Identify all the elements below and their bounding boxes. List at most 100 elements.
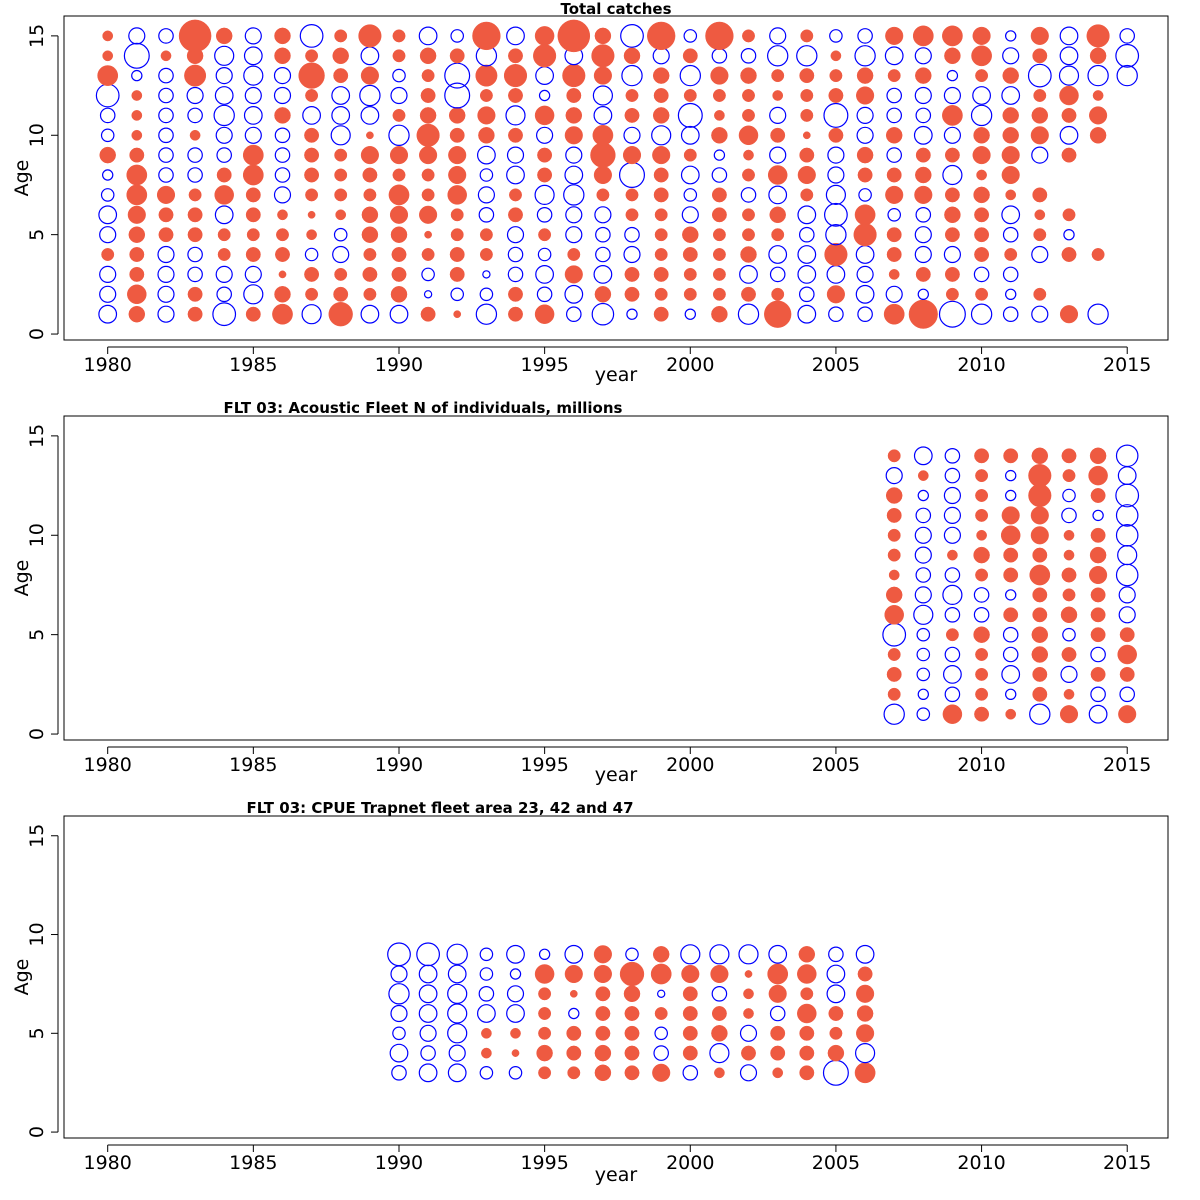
- negative-residual-bubble: [1088, 704, 1108, 724]
- positive-residual-bubble: [853, 223, 877, 247]
- negative-residual-bubble: [1005, 688, 1017, 701]
- negative-residual-bubble: [1059, 26, 1079, 46]
- panel-1-title: Total catches: [560, 0, 671, 18]
- negative-residual-bubble: [390, 965, 408, 983]
- negative-residual-bubble: [914, 526, 932, 544]
- negative-residual-bubble: [535, 265, 554, 284]
- negative-residual-bubble: [856, 106, 874, 125]
- negative-residual-bubble: [768, 185, 788, 205]
- positive-residual-bubble: [772, 90, 784, 101]
- positive-residual-bubble: [768, 984, 787, 1003]
- negative-residual-bubble: [392, 68, 406, 83]
- positive-residual-bubble: [419, 146, 438, 165]
- positive-residual-bubble: [449, 127, 465, 143]
- panel-3-ylabel: Age: [11, 959, 33, 996]
- positive-residual-bubble: [622, 146, 642, 165]
- y-tick-label: 5: [26, 629, 48, 641]
- negative-residual-bubble: [565, 146, 583, 164]
- negative-residual-bubble: [243, 65, 264, 86]
- positive-residual-bubble: [448, 146, 467, 165]
- positive-residual-bubble: [624, 286, 640, 302]
- negative-residual-bubble: [740, 47, 757, 64]
- negative-residual-bubble: [768, 944, 788, 964]
- positive-residual-bubble: [1002, 127, 1019, 144]
- negative-residual-bubble: [537, 247, 552, 262]
- negative-residual-bubble: [1118, 606, 1136, 624]
- negative-residual-bubble: [623, 126, 641, 144]
- positive-residual-bubble: [129, 247, 145, 262]
- positive-residual-bubble: [1090, 627, 1106, 643]
- positive-residual-bubble: [1032, 666, 1048, 682]
- negative-residual-bubble: [829, 29, 843, 43]
- negative-residual-bubble: [99, 265, 117, 283]
- positive-residual-bubble: [392, 49, 406, 63]
- positive-residual-bubble: [1000, 525, 1021, 546]
- positive-residual-bubble: [481, 1027, 492, 1039]
- negative-residual-bubble: [446, 943, 468, 966]
- negative-residual-bubble: [215, 265, 233, 283]
- positive-residual-bubble: [741, 1045, 756, 1061]
- positive-residual-bubble: [975, 648, 989, 661]
- positive-residual-bubble: [854, 1062, 876, 1084]
- positive-residual-bubble: [131, 129, 143, 141]
- negative-residual-bubble: [1005, 288, 1017, 300]
- negative-residual-bubble: [507, 246, 524, 263]
- positive-residual-bubble: [915, 166, 932, 184]
- negative-residual-bubble: [709, 944, 730, 965]
- negative-residual-bubble: [943, 486, 962, 505]
- x-tick-label: 1990: [375, 1152, 423, 1174]
- positive-residual-bubble: [475, 64, 498, 87]
- positive-residual-bubble: [1089, 106, 1108, 125]
- negative-residual-bubble: [917, 688, 930, 701]
- negative-residual-bubble: [857, 306, 873, 322]
- positive-residual-bubble: [1086, 24, 1110, 48]
- positive-residual-bubble: [711, 1025, 728, 1042]
- positive-residual-bubble: [1090, 488, 1106, 503]
- positive-residual-bubble: [508, 127, 523, 143]
- panel-cpue-trapnet: FLT 03: CPUE Trapnet fleet area 23, 42 a…: [11, 799, 1169, 1186]
- positive-residual-bubble: [534, 304, 555, 324]
- positive-residual-bubble: [799, 1025, 815, 1041]
- negative-residual-bubble: [1090, 646, 1106, 663]
- positive-residual-bubble: [420, 88, 436, 103]
- negative-residual-bubble: [447, 1023, 468, 1044]
- positive-residual-bubble: [216, 167, 232, 183]
- positive-residual-bubble: [420, 306, 436, 322]
- positive-residual-bubble: [1088, 465, 1108, 486]
- positive-residual-bubble: [770, 1045, 786, 1061]
- negative-residual-bubble: [942, 164, 963, 186]
- positive-residual-bubble: [592, 124, 614, 146]
- negative-residual-bubble: [916, 667, 931, 682]
- positive-residual-bubble: [972, 26, 991, 45]
- positive-residual-bubble: [536, 1044, 553, 1062]
- negative-residual-bubble: [915, 507, 932, 524]
- positive-residual-bubble: [1003, 567, 1019, 583]
- positive-residual-bubble: [764, 300, 792, 328]
- x-tick-label: 2015: [1103, 354, 1151, 376]
- positive-residual-bubble: [975, 287, 989, 301]
- positive-residual-bubble: [914, 185, 933, 204]
- positive-residual-bubble: [101, 248, 115, 261]
- positive-residual-bubble: [829, 1026, 843, 1040]
- negative-residual-bubble: [98, 304, 118, 324]
- positive-residual-bubble: [392, 29, 406, 43]
- positive-residual-bubble: [217, 228, 231, 242]
- negative-residual-bubble: [99, 226, 117, 244]
- negative-residual-bubble: [858, 188, 872, 202]
- negative-residual-bubble: [128, 27, 146, 45]
- negative-residual-bubble: [680, 165, 700, 185]
- positive-residual-bubble: [975, 69, 989, 83]
- positive-residual-bubble: [360, 66, 379, 85]
- positive-residual-bubble: [538, 1026, 552, 1040]
- positive-residual-bubble: [714, 110, 725, 121]
- positive-residual-bubble: [854, 204, 876, 226]
- negative-residual-bubble: [299, 24, 324, 48]
- positive-residual-bubble: [973, 127, 990, 144]
- positive-residual-bubble: [126, 164, 148, 186]
- negative-residual-bubble: [739, 1024, 758, 1042]
- positive-residual-bubble: [565, 107, 583, 124]
- positive-residual-bubble: [128, 226, 146, 243]
- negative-residual-bubble: [739, 1064, 758, 1082]
- positive-residual-bubble: [245, 306, 261, 322]
- positive-residual-bubble: [624, 1045, 640, 1061]
